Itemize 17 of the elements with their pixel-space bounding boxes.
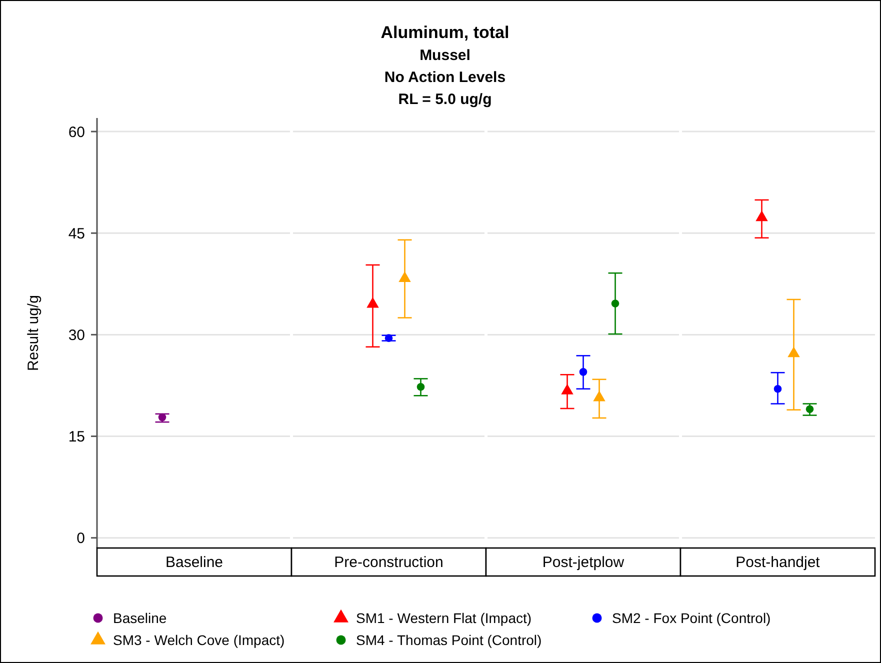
- y-tick-label: 30: [68, 326, 85, 344]
- x-tick-label: Pre-construction: [334, 554, 444, 571]
- y-tick-label: 0: [76, 530, 85, 548]
- legend-label: SM3 - Welch Cove (Impact): [113, 632, 285, 648]
- x-tick-label: Post-handjet: [736, 554, 821, 571]
- y-tick-label: 60: [68, 124, 85, 141]
- y-axis-title: Result ug/g: [25, 295, 42, 371]
- x-tick-label: Post-jetplow: [542, 554, 624, 571]
- legend-label: SM4 - Thomas Point (Control): [356, 632, 542, 648]
- y-tick-label: 45: [68, 225, 85, 242]
- legend-label: SM2 - Fox Point (Control): [612, 610, 771, 626]
- x-tick-label: Baseline: [165, 554, 224, 571]
- chart-subtitle: Mussel No Action Levels RL = 5.0 ug/g: [384, 47, 506, 108]
- chart-title: Aluminum, total: [380, 23, 510, 42]
- y-tick-label: 15: [68, 428, 85, 446]
- legend-label: Baseline: [113, 610, 167, 626]
- legend-label: SM1 - Western Flat (Impact): [356, 610, 532, 626]
